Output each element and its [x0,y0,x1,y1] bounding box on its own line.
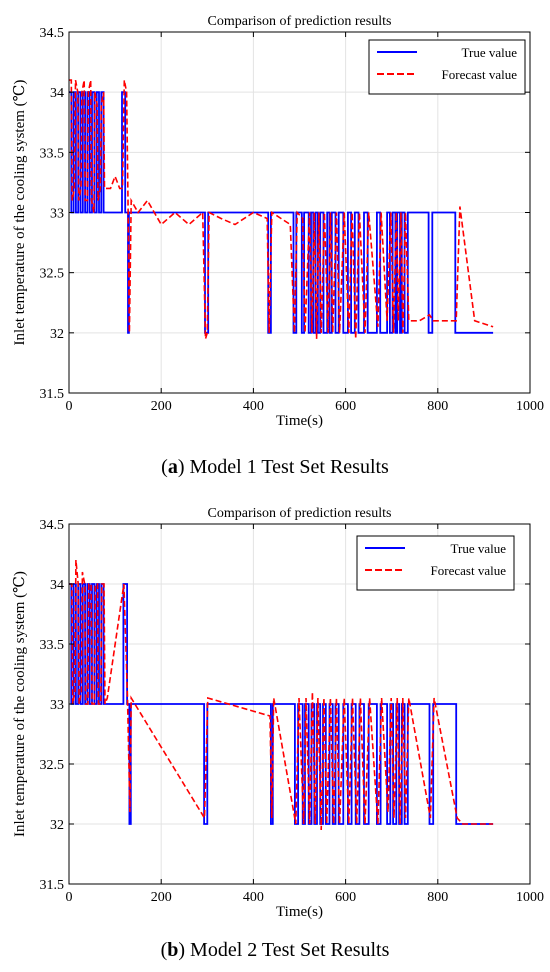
x-tick-label: 200 [151,399,172,414]
caption-letter: a [167,456,178,478]
series-line-forecast-value [69,79,494,340]
y-tick-label: 33 [50,207,64,222]
y-tick-label: 31.5 [40,878,65,893]
x-tick-label: 600 [335,890,356,905]
y-tick-label: 34 [50,578,64,593]
y-tick-label: 32.5 [40,758,65,773]
x-tick-label: 400 [243,890,264,905]
chart-title: Comparison of prediction results [208,14,392,29]
x-tick-label: 1000 [516,890,544,905]
chart-b-caption: (b) Model 2 Test Set Results [160,939,390,961]
x-tick-label: 200 [151,890,172,905]
y-tick-label: 32 [50,818,64,833]
series-line-forecast-value [69,559,494,831]
legend-box [368,39,526,95]
caption-letter: b [167,939,179,961]
y-tick-label: 34.5 [40,26,65,41]
x-axis-label: Time(s) [276,413,323,429]
chart-b-svg: 0 200 400 600 800 1000 31.5 32 32.5 33 33.5 34 34.5 C… [12,506,544,920]
y-tick-label: 34.5 [40,518,65,533]
x-tick-label: 800 [427,890,448,905]
chart-title: Comparison of prediction results [208,506,392,521]
x-tick-label: 600 [335,399,356,414]
y-tick-label: 33.5 [40,638,65,653]
legend-label: True value [451,541,507,556]
y-tick-label: 32 [50,327,64,342]
legend-label: Forecast value [442,67,518,82]
legend-label: Forecast value [431,563,507,578]
legend-label: True value [462,45,518,60]
y-tick-label: 33.5 [40,146,65,161]
y-axis-label: Inlet temperature of the cooling system … [12,571,28,837]
x-tick-label: 800 [427,399,448,414]
y-tick-label: 32.5 [40,267,65,282]
x-tick-label: 1000 [516,399,544,414]
x-tick-label: 400 [243,399,264,414]
y-tick-label: 31.5 [40,387,65,402]
legend-box [356,535,515,591]
x-tick-label: 0 [66,890,73,905]
y-tick-label: 34 [50,86,64,101]
y-tick-label: 33 [50,698,64,713]
chart-panel-b: 0 200 400 600 800 1000 31.5 32 32.5 33 33.5 34 34.5 C… [0,486,550,972]
chart-a-svg: 0 200 400 600 800 1000 31.5 32 32.5 33 33.5 34 34.5 C… [12,14,544,429]
y-axis-label: Inlet temperature of the cooling system … [12,80,28,346]
caption-text: ) Model 1 Test Set Results [177,456,389,478]
x-tick-label: 0 [66,399,73,414]
caption-text: ) Model 2 Test Set Results [178,939,390,961]
chart-a-caption: (a) Model 1 Test Set Results [161,456,389,478]
chart-panel-a: 0 200 400 600 800 1000 31.5 32 32.5 33 33.5 34 34.5 C… [12,14,544,478]
x-axis-label: Time(s) [276,904,323,920]
